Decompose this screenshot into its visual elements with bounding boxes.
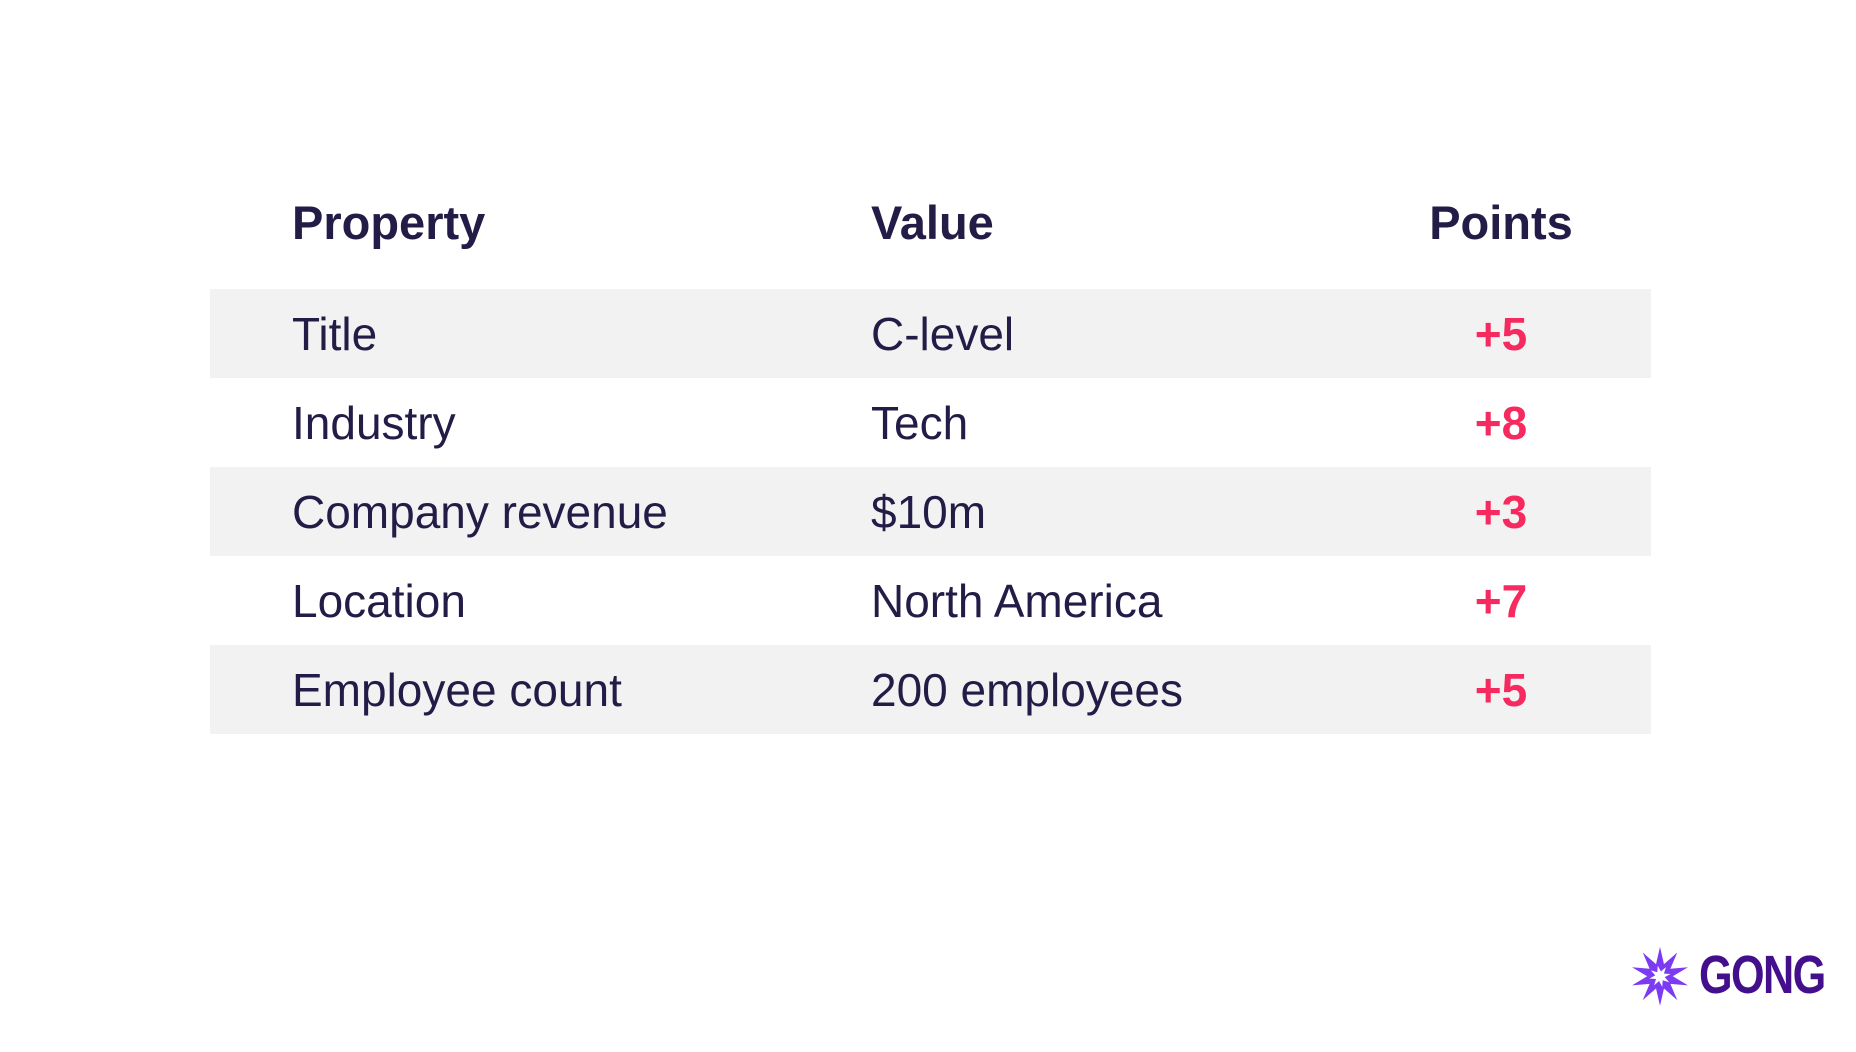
cell-property: Location <box>292 574 466 627</box>
gong-starburst-icon <box>1628 940 1692 1010</box>
cell-property: Employee count <box>292 663 622 716</box>
table-row: Location North America +7 <box>210 556 1651 645</box>
cell-value: North America <box>871 574 1163 627</box>
cell-points: +3 <box>1474 485 1528 538</box>
column-header-property: Property <box>292 195 486 249</box>
cell-points: +8 <box>1474 396 1528 449</box>
column-header-value: Value <box>871 195 994 249</box>
column-header-points: Points <box>1429 195 1573 249</box>
cell-value: Tech <box>871 396 969 449</box>
cell-points: +5 <box>1474 663 1528 716</box>
lead-scoring-table: Property Value Points Title C-level +5 I… <box>210 155 1651 734</box>
cell-property: Company revenue <box>292 485 668 538</box>
gong-logo: GONG <box>1628 940 1856 1010</box>
cell-points: +7 <box>1474 574 1528 627</box>
cell-value: 200 employees <box>871 663 1183 716</box>
table-body: Title C-level +5 Industry Tech +8 Compan… <box>210 289 1651 734</box>
table-row: Industry Tech +8 <box>210 378 1651 467</box>
table-row: Employee count 200 employees +5 <box>210 645 1651 734</box>
table-row: Company revenue $10m +3 <box>210 467 1651 556</box>
cell-property: Title <box>292 307 378 360</box>
gong-wordmark: GONG <box>1699 945 1826 1005</box>
cell-value: $10m <box>871 485 987 538</box>
cell-points: +5 <box>1474 307 1528 360</box>
cell-value: C-level <box>871 307 1015 360</box>
table-header-row: Property Value Points <box>210 155 1651 289</box>
cell-property: Industry <box>292 396 456 449</box>
table-row: Title C-level +5 <box>210 289 1651 378</box>
